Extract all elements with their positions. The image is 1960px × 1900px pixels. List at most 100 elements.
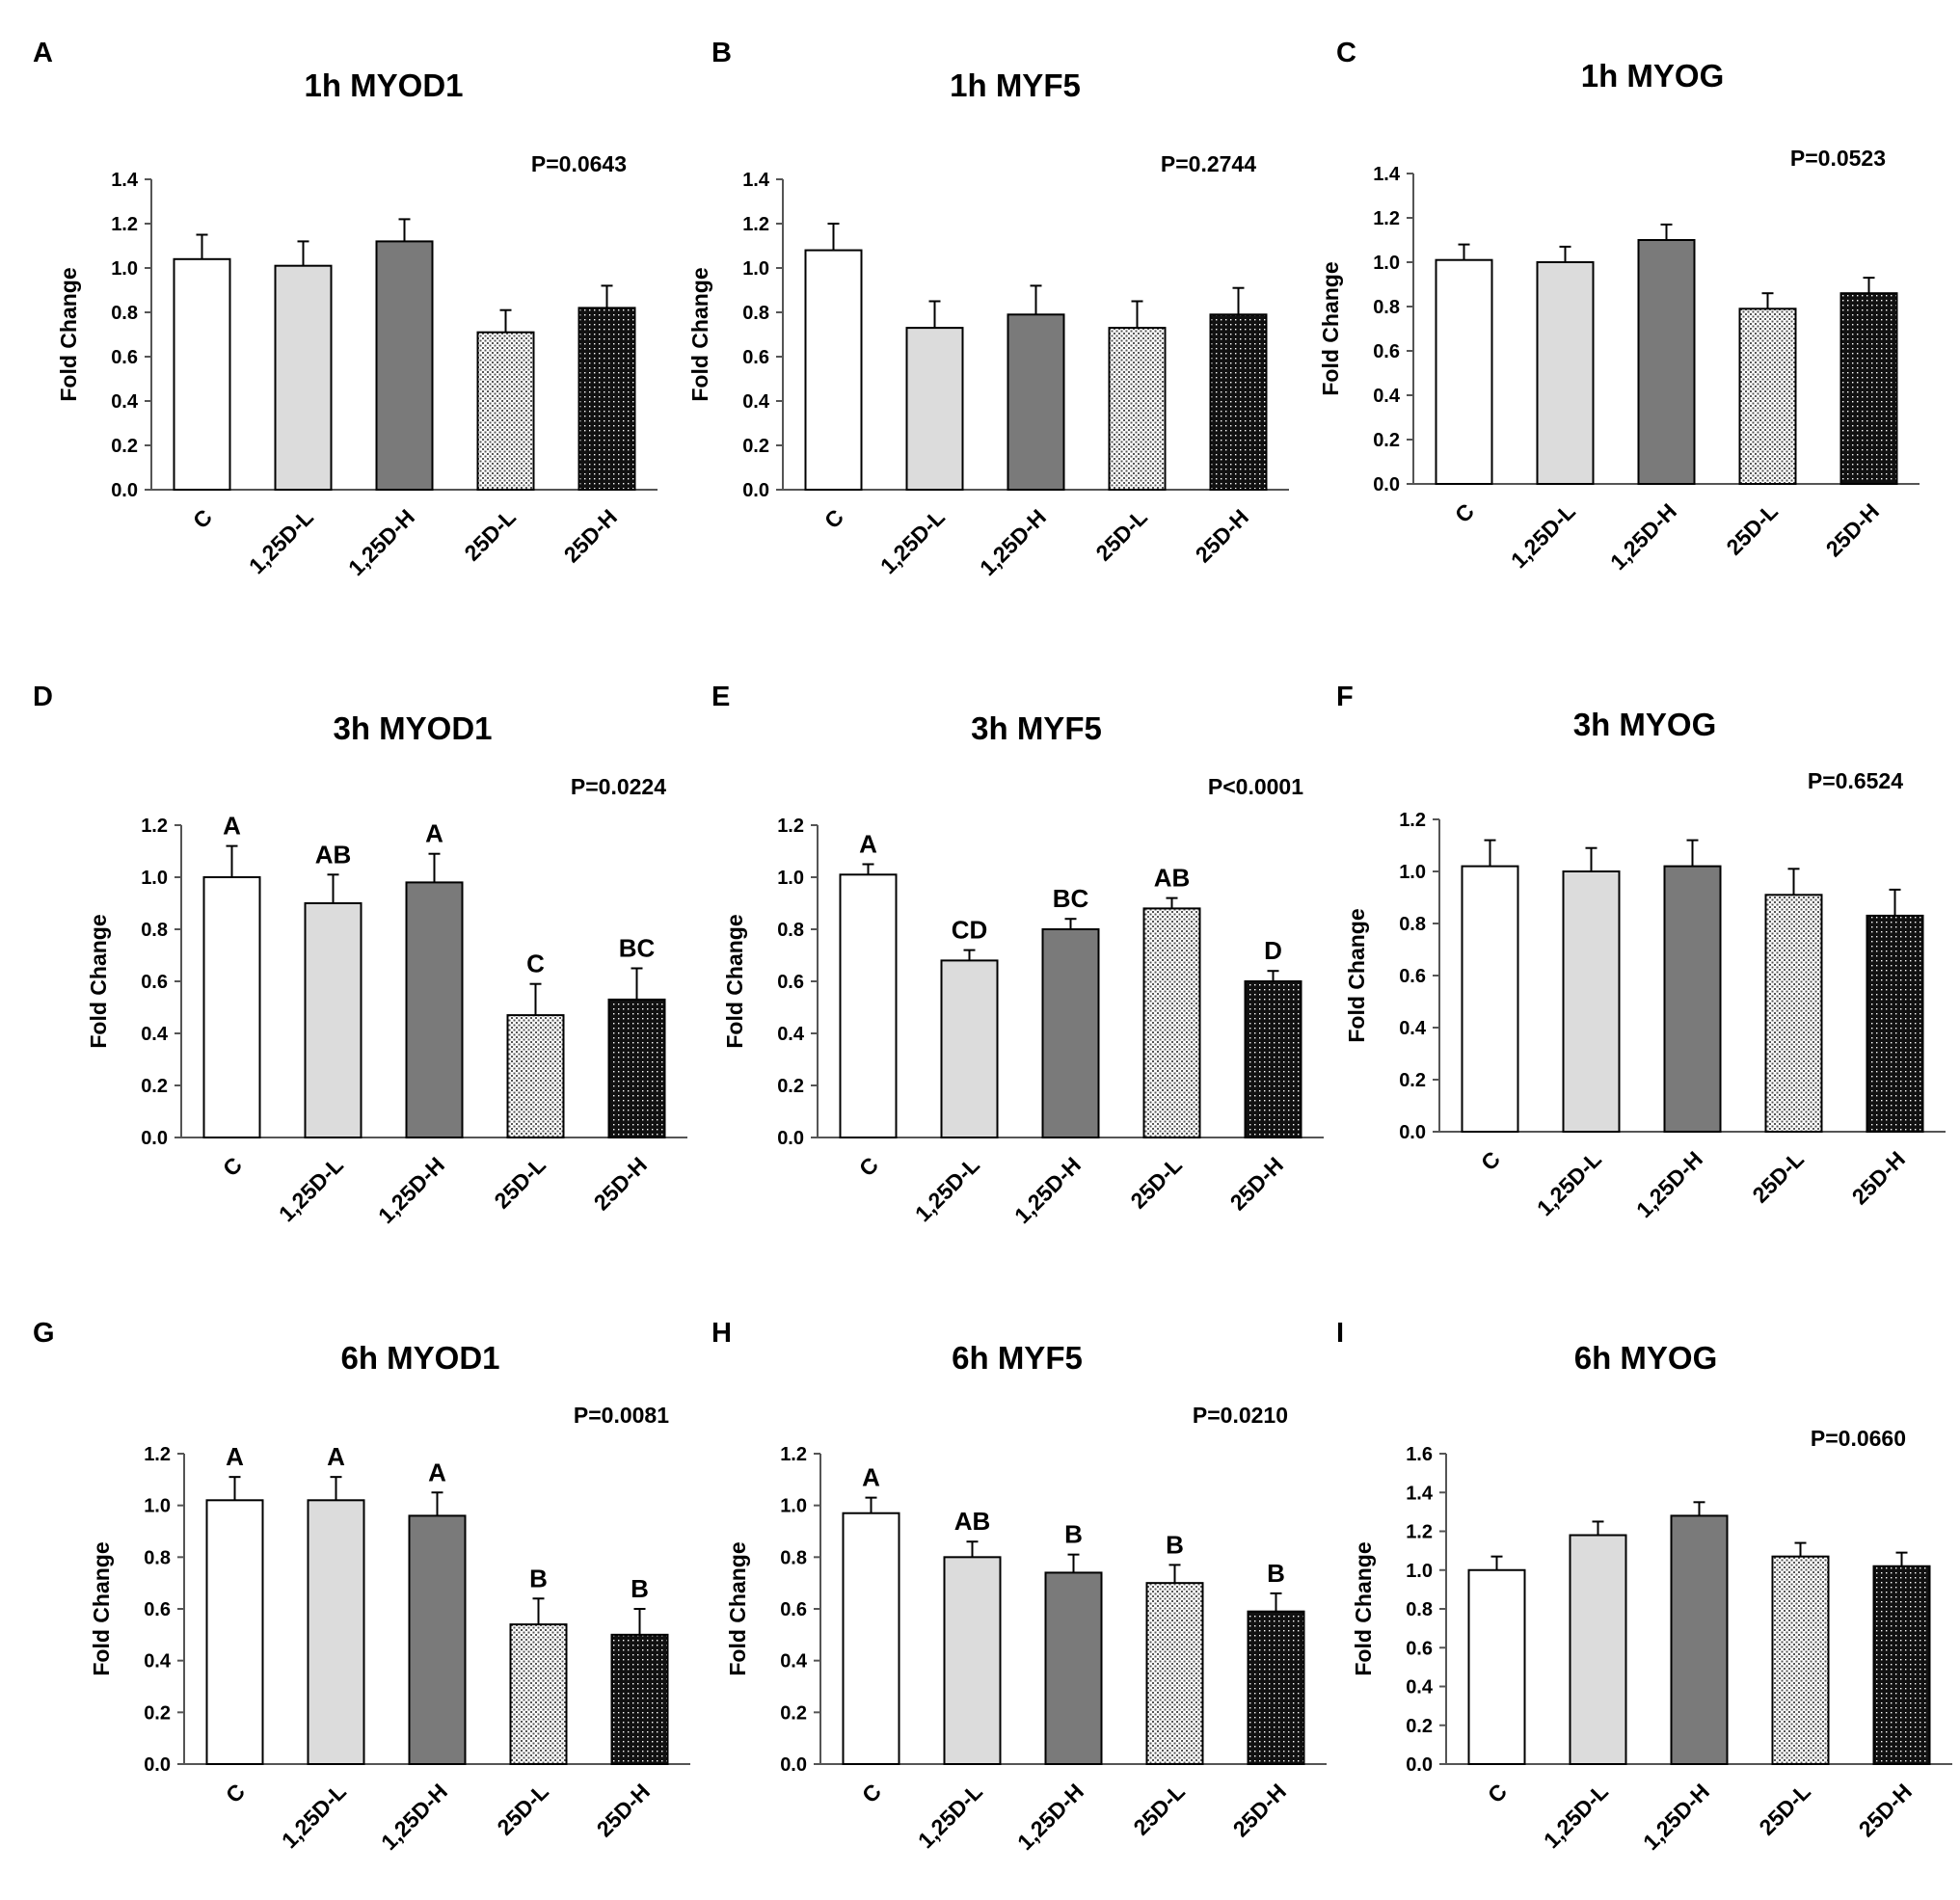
chart-panel-B: B 1h MYF5 P=0.2744 Fold Change 0.0 0.2 0.4 0.6 0… bbox=[687, 38, 1289, 580]
p-value-label: P=0.0081 bbox=[574, 1403, 669, 1428]
bar-1,25D-L bbox=[905, 327, 964, 491]
panel-letter: B bbox=[712, 38, 732, 68]
bar-1,25D-H bbox=[375, 240, 434, 491]
bar-1,25D-H bbox=[408, 1514, 467, 1766]
y-tick-label: 0.0 bbox=[141, 1128, 168, 1149]
bar-25D-H bbox=[1209, 313, 1268, 491]
y-tick-label: 0.0 bbox=[780, 1754, 807, 1776]
significance-letter: B bbox=[529, 1564, 548, 1592]
y-tick-label: 0.4 bbox=[111, 391, 139, 413]
y-tick-label: 1.2 bbox=[111, 214, 138, 235]
y-tick-label: 0.0 bbox=[742, 480, 769, 501]
y-tick-label: 0.2 bbox=[777, 1076, 804, 1097]
y-tick-label: 0.6 bbox=[777, 972, 804, 993]
y-tick-label: 0.8 bbox=[742, 303, 769, 324]
y-tick-label: 0.4 bbox=[742, 391, 770, 413]
x-tick-label: 25D-H bbox=[1821, 498, 1884, 561]
x-tick-label: 25D-L bbox=[1090, 504, 1152, 566]
y-tick-label: 0.4 bbox=[1373, 386, 1401, 407]
y-tick-label: 0.8 bbox=[111, 303, 138, 324]
p-value-label: P=0.0224 bbox=[571, 774, 666, 799]
x-tick-label: 1,25D-H bbox=[1605, 498, 1681, 575]
bar-1,25D-L bbox=[1562, 870, 1621, 1133]
y-tick-label: 0.6 bbox=[1373, 341, 1400, 362]
x-tick-label: 25D-L bbox=[492, 1779, 553, 1840]
x-tick-label: 1,25D-H bbox=[376, 1779, 452, 1855]
p-value-label: P=0.0210 bbox=[1193, 1403, 1288, 1428]
y-tick-label: 0.6 bbox=[144, 1599, 171, 1620]
bar-25D-L bbox=[1738, 308, 1797, 485]
y-tick-label: 1.4 bbox=[111, 170, 139, 191]
x-tick-label: C bbox=[854, 1152, 883, 1181]
bar-C bbox=[1435, 258, 1493, 486]
y-tick-label: 1.2 bbox=[742, 214, 769, 235]
y-tick-label: 0.8 bbox=[777, 920, 804, 941]
bar-1,25D-L bbox=[940, 959, 999, 1139]
chart-panel-H: H 6h MYF5 P=0.0210 Fold Change 0.0 0.2 0.4 0.6 0… bbox=[712, 1318, 1327, 1855]
p-value-label: P<0.0001 bbox=[1208, 774, 1303, 799]
y-tick-label: 0.0 bbox=[1373, 474, 1400, 495]
x-tick-label: 1,25D-H bbox=[975, 504, 1051, 580]
x-tick-label: 25D-L bbox=[1125, 1152, 1187, 1214]
y-tick-label: 1.0 bbox=[1399, 862, 1426, 883]
y-tick-label: 0.2 bbox=[1406, 1716, 1433, 1737]
y-tick-label: 1.0 bbox=[780, 1496, 807, 1517]
significance-letter: BC bbox=[1053, 884, 1089, 913]
x-tick-label: 1,25D-L bbox=[910, 1152, 984, 1226]
y-tick-label: 0.8 bbox=[1399, 914, 1426, 935]
y-tick-label: 0.2 bbox=[141, 1076, 168, 1097]
y-tick-label: 0.4 bbox=[1406, 1677, 1434, 1699]
x-tick-label: C bbox=[221, 1779, 250, 1807]
y-tick-label: 0.8 bbox=[1373, 297, 1400, 318]
chart-panel-A: A 1h MYOD1 P=0.0643 Fold Change 0.0 0.2 0.4 0.6… bbox=[33, 38, 658, 580]
chart-panel-G: G 6h MYOD1 P=0.0081 Fold Change 0.0 0.2 0.4 0.6… bbox=[33, 1318, 690, 1855]
x-tick-label: 25D-H bbox=[1854, 1779, 1917, 1841]
bar-C bbox=[205, 1499, 264, 1766]
y-tick-label: 0.6 bbox=[780, 1599, 807, 1620]
p-value-label: P=0.6524 bbox=[1808, 768, 1903, 793]
x-tick-label: C bbox=[188, 504, 217, 533]
y-tick-label: 0.6 bbox=[742, 347, 769, 368]
bar-1,25D-L bbox=[307, 1499, 365, 1766]
x-tick-label: C bbox=[857, 1779, 886, 1807]
bar-1,25D-H bbox=[1663, 865, 1722, 1133]
x-tick-label: C bbox=[1476, 1146, 1505, 1175]
bar-1,25D-L bbox=[1569, 1534, 1627, 1766]
x-tick-label: 1,25D-H bbox=[343, 504, 419, 580]
x-tick-label: 1,25D-H bbox=[1638, 1779, 1714, 1855]
y-tick-label: 1.0 bbox=[141, 868, 168, 889]
chart-title: 1h MYF5 bbox=[950, 67, 1081, 103]
y-tick-label: 1.4 bbox=[1373, 164, 1401, 185]
significance-letter: BC bbox=[619, 934, 656, 963]
panel-letter: E bbox=[712, 682, 730, 712]
significance-letter: B bbox=[1064, 1520, 1083, 1549]
x-tick-label: 25D-L bbox=[1754, 1779, 1815, 1840]
y-axis-label: Fold Change bbox=[1344, 908, 1369, 1042]
p-value-label: P=0.0660 bbox=[1811, 1426, 1906, 1451]
y-tick-label: 0.2 bbox=[742, 436, 769, 457]
x-tick-label: 25D-H bbox=[589, 1152, 652, 1215]
x-tick-label: 1,25D-L bbox=[1506, 498, 1580, 573]
y-tick-label: 0.0 bbox=[144, 1754, 171, 1776]
bar-1,25D-H bbox=[1044, 1571, 1103, 1766]
bar-1,25D-L bbox=[1536, 261, 1595, 485]
y-tick-label: 0.4 bbox=[1399, 1018, 1427, 1039]
bar-1,25D-L bbox=[943, 1556, 1002, 1766]
bar-25D-L bbox=[509, 1623, 568, 1765]
y-tick-label: 0.0 bbox=[1399, 1122, 1426, 1143]
x-tick-label: 1,25D-L bbox=[913, 1779, 987, 1853]
chart-title: 6h MYF5 bbox=[952, 1340, 1083, 1376]
y-tick-label: 0.4 bbox=[144, 1651, 172, 1673]
bar-25D-H bbox=[1247, 1610, 1305, 1766]
bar-1,25D-H bbox=[405, 881, 464, 1139]
bar-25D-H bbox=[610, 1633, 669, 1766]
p-value-label: P=0.0523 bbox=[1790, 146, 1886, 171]
y-tick-label: 0.6 bbox=[141, 972, 168, 993]
y-tick-label: 0.6 bbox=[1399, 966, 1426, 987]
significance-letter: A bbox=[425, 819, 443, 848]
x-tick-label: C bbox=[218, 1152, 247, 1181]
significance-letter: D bbox=[1264, 936, 1282, 965]
panel-letter: I bbox=[1336, 1318, 1344, 1349]
y-tick-label: 0.8 bbox=[141, 920, 168, 941]
significance-letter: A bbox=[226, 1442, 244, 1471]
